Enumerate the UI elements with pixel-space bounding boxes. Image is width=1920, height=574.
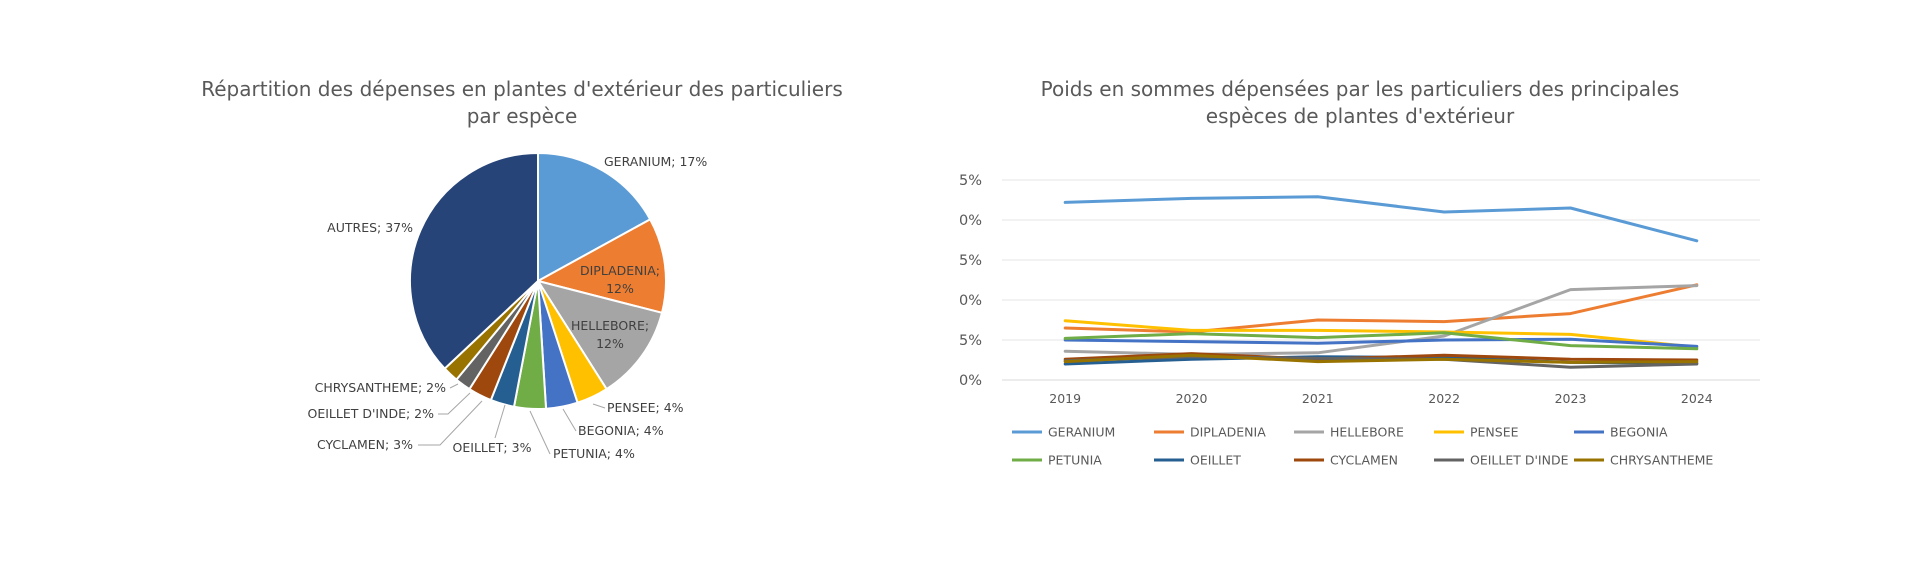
legend-label-oeillet-d-inde: OEILLET D'INDE (1470, 453, 1569, 468)
legend-label-cyclamen: CYCLAMEN (1330, 453, 1398, 468)
data-label-petunia: PETUNIA; 4% (553, 446, 635, 461)
x-tick-label: 2024 (1681, 391, 1713, 406)
pie-slice-dipladenia (535, 217, 667, 315)
legend-label-chrysantheme: CHRYSANTHEME (1610, 453, 1713, 468)
legend-label-pensee: PENSEE (1470, 425, 1519, 440)
leader-line-oeillet-d-inde (438, 392, 471, 415)
data-label-hellebore: HELLEBORE; 12% (571, 318, 649, 351)
data-label-dipladenia: DIPLADENIA; 12% (580, 263, 660, 296)
pie-title-line-1: Répartition des dépenses en plantes d'ex… (201, 77, 843, 101)
y-tick-label: 15% (960, 253, 982, 269)
x-tick-label: 2020 (1176, 391, 1208, 406)
leader-line-chrysantheme (449, 383, 459, 389)
series-line-begonia (1063, 337, 1699, 348)
y-tick-label: 5% (960, 333, 982, 349)
legend-label-geranium: GERANIUM (1048, 425, 1115, 440)
y-tick-label: 20% (960, 213, 982, 229)
series-line-dipladenia (1063, 283, 1699, 334)
legend-label-hellebore: HELLEBORE (1330, 425, 1404, 440)
series-line-chrysantheme (1063, 353, 1699, 364)
legend-label-dipladenia: DIPLADENIA (1190, 425, 1266, 440)
leader-line-cyclamen (418, 400, 483, 446)
legend-label-oeillet: OEILLET (1190, 453, 1241, 468)
series-line-pensee (1063, 319, 1699, 349)
leader-line-oeillet (494, 404, 506, 439)
data-label-oeillet-d-inde: OEILLET D'INDE; 2% (308, 406, 435, 421)
data-label-oeillet: OEILLET; 3% (453, 440, 532, 455)
pie-slice-hellebore (535, 279, 664, 391)
leader-line-pensee (592, 403, 606, 409)
y-tick-label: 10% (960, 293, 982, 309)
legend-label-petunia: PETUNIA (1048, 453, 1102, 468)
data-label-autres: AUTRES; 37% (327, 220, 413, 235)
data-label-geranium: GERANIUM; 17% (604, 154, 707, 169)
line-chart: Poids en sommes dépensées par les partic… (960, 77, 1760, 468)
leader-line-petunia (529, 410, 551, 455)
series-line-cyclamen (1063, 352, 1699, 362)
y-tick-label: 25% (960, 173, 982, 189)
leader-line-begonia (562, 408, 577, 432)
data-label-chrysantheme: CHRYSANTHEME; 2% (315, 380, 446, 395)
data-label-begonia: BEGONIA; 4% (578, 423, 664, 438)
line-title-line-1: Poids en sommes dépensées par les partic… (1041, 77, 1680, 101)
x-tick-label: 2022 (1428, 391, 1460, 406)
x-tick-label: 2021 (1302, 391, 1334, 406)
y-tick-label: 0% (960, 373, 982, 389)
x-tick-label: 2019 (1049, 391, 1081, 406)
legend-label-begonia: BEGONIA (1610, 425, 1668, 440)
x-tick-label: 2023 (1555, 391, 1587, 406)
line-title-line-2: espèces de plantes d'extérieur (1206, 104, 1515, 128)
pie-slice-geranium (537, 151, 652, 283)
series-line-geranium (1063, 195, 1699, 243)
data-label-cyclamen: CYCLAMEN; 3% (317, 437, 413, 452)
pie-chart: Répartition des dépenses en plantes d'ex… (201, 77, 843, 461)
pie-slice-autres (409, 151, 539, 371)
pie-title-line-2: par espèce (467, 104, 578, 128)
series-line-petunia (1063, 331, 1699, 351)
data-label-pensee: PENSEE; 4% (607, 400, 684, 415)
